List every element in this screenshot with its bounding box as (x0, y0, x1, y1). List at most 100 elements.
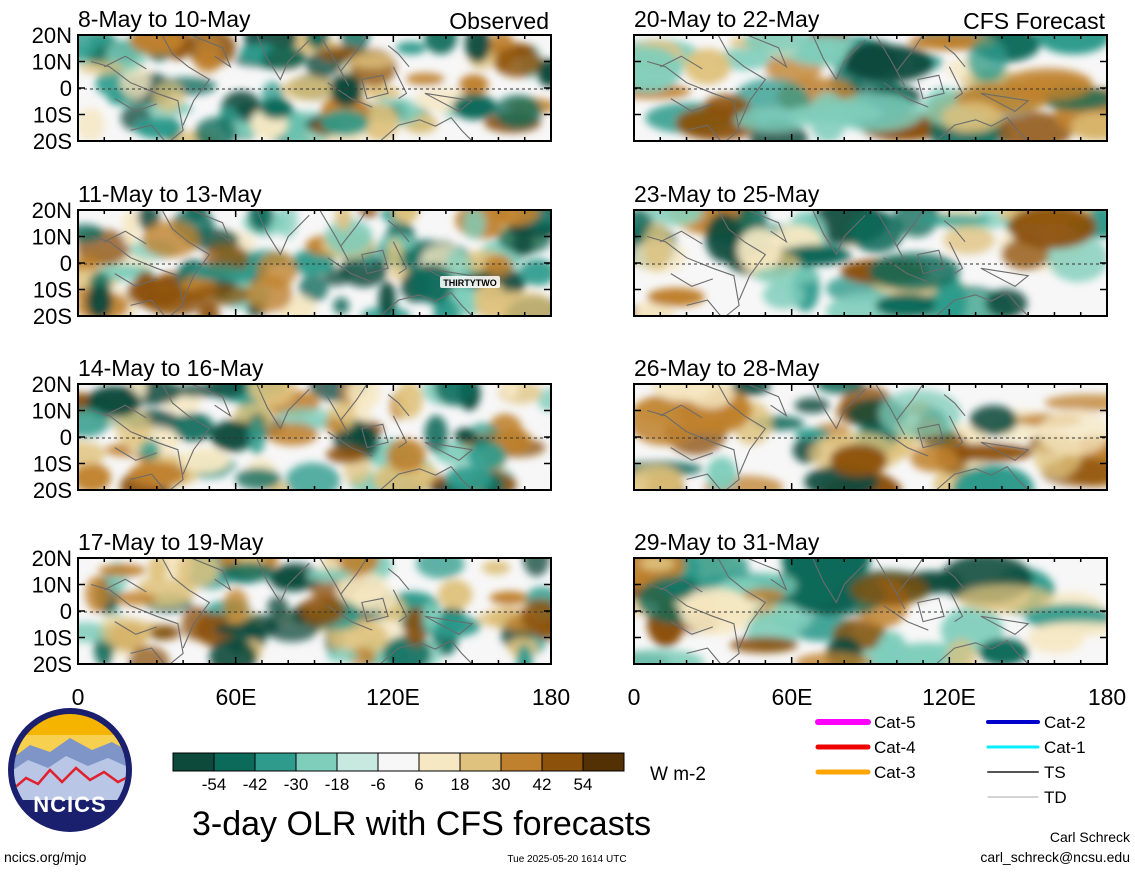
olr-map-panel: 23-May to 25-May (633, 181, 1108, 317)
colorbar-swatch (459, 752, 502, 772)
logo-text: NCICS (33, 792, 106, 817)
colorbar-swatch (336, 752, 379, 772)
colorbar-tick-label: -6 (370, 775, 385, 794)
lat-label: 10S (33, 626, 72, 651)
colorbar: -54 -42 -30 -18 -6 6 18 30 42 54 (172, 752, 625, 794)
panel-date-title: 14-May to 16-May (78, 355, 264, 381)
colorbar-swatch (213, 752, 256, 772)
colorbar-tick-label: -54 (202, 775, 227, 794)
olr-map-panel: 8-May to 10-May Observed (77, 6, 552, 142)
forecast-panels: 20-May to 22-May CFS Forecast 23-May to 25… (633, 6, 1108, 665)
svg-text:Cat-5: Cat-5 (874, 713, 916, 732)
lat-label: 10S (33, 103, 72, 128)
lon-label-180: 180 (532, 684, 570, 710)
coastlines (646, 35, 1030, 141)
storm-legend-item: Cat-5 (815, 713, 916, 732)
storm-legend-item: Cat-2 (986, 713, 1086, 732)
olr-anomaly-field (634, 35, 1107, 141)
svg-text:TD: TD (1044, 788, 1067, 807)
url-text: ncics.org/mjo (4, 849, 87, 865)
lat-label: 20N (32, 546, 72, 571)
storm-legend-item: Cat-3 (815, 763, 916, 782)
panel-date-title: 20-May to 22-May (634, 6, 820, 32)
colorbar-tick-label: -18 (325, 775, 350, 794)
colorbar-tick-label: -30 (284, 775, 309, 794)
panel-date-title: 26-May to 28-May (634, 355, 820, 381)
coastlines (646, 384, 1030, 490)
olr-map-panel: 11-May to 13-May THIRTYTWO (77, 181, 552, 317)
coastlines (90, 384, 474, 490)
lat-label: 10S (33, 278, 72, 303)
lat-label: 10S (33, 452, 72, 477)
olr-anomaly-field (78, 210, 551, 316)
olr-anomaly-field (78, 558, 551, 664)
colorbar-swatch (541, 752, 584, 772)
lat-label: 10N (32, 573, 72, 598)
storm-track-label: THIRTYTWO (440, 276, 500, 288)
timestamp: Tue 2025-05-20 1614 UTC (507, 854, 626, 865)
colorbar-swatch (295, 752, 338, 772)
lon-label-0: 0 (628, 684, 641, 710)
panel-date-title: 29-May to 31-May (634, 529, 820, 555)
storm-legend-item: Cat-4 (815, 738, 916, 757)
author-name: Carl Schreck (1050, 829, 1131, 845)
lon-label-0: 0 (72, 684, 85, 710)
colorbar-units: W m-2 (650, 764, 706, 785)
olr-anomaly-field (78, 35, 551, 141)
svg-text:Cat-1: Cat-1 (1044, 738, 1086, 757)
lon-label-120e: 120E (366, 684, 420, 710)
lat-label: 20N (32, 198, 72, 223)
olr-anomaly-field (634, 558, 1107, 664)
svg-text:Cat-3: Cat-3 (874, 763, 916, 782)
lat-label: 10N (32, 225, 72, 250)
colorbar-tick-label: 18 (451, 775, 470, 794)
lat-label: 20N (32, 372, 72, 397)
colorbar-swatch (254, 752, 297, 772)
coastlines (90, 35, 474, 141)
lat-label: 20S (33, 304, 72, 329)
colorbar-tick-label: 42 (533, 775, 552, 794)
lat-label: 0 (60, 76, 72, 101)
colorbar-swatch (500, 752, 543, 772)
longitude-axis-right: 0 60E 120E 180 (628, 684, 1127, 710)
olr-map-panel: 29-May to 31-May (633, 529, 1108, 665)
olr-map-panel: 17-May to 19-May (77, 529, 552, 665)
olr-map-panel: 26-May to 28-May (633, 355, 1108, 491)
lat-label: 0 (60, 599, 72, 624)
panel-type-tag: Observed (449, 8, 549, 34)
colorbar-tick-label: 54 (574, 775, 593, 794)
panel-type-tag: CFS Forecast (963, 8, 1105, 34)
figure-title: 3-day OLR with CFS forecasts (192, 805, 651, 843)
lon-label-120e: 120E (922, 684, 976, 710)
panel-date-title: 8-May to 10-May (78, 6, 251, 32)
storm-legend-item: TD (987, 788, 1067, 807)
coastlines (90, 210, 474, 316)
lat-label: 20S (33, 652, 72, 677)
lat-label: 20N (32, 23, 72, 48)
olr-anomaly-field (78, 384, 551, 490)
latitude-axis: 20N10N010S20S20N10N010S20S20N10N010S20S2… (32, 23, 72, 677)
colorbar-swatch (582, 752, 625, 772)
colorbar-tick-label: 6 (414, 775, 423, 794)
panel-date-title: 11-May to 13-May (78, 181, 262, 207)
lat-label: 20S (33, 478, 72, 503)
lat-label: 10N (32, 50, 72, 75)
svg-text:TS: TS (1044, 763, 1066, 782)
storm-category-legend: Cat-5 Cat-4 Cat-3 Cat-2 Cat-1 TS TD (815, 713, 1086, 807)
storm-legend-item: Cat-1 (986, 738, 1086, 757)
lat-label: 0 (60, 425, 72, 450)
coastlines (90, 558, 474, 664)
longitude-axis-left: 0 60E 120E 180 (72, 684, 571, 710)
olr-map-panel: 20-May to 22-May CFS Forecast (633, 6, 1108, 142)
observed-panels: 8-May to 10-May Observed 11-May to 13-May T… (77, 6, 552, 665)
coastlines (646, 210, 1030, 316)
olr-anomaly-field (634, 210, 1107, 316)
svg-text:Cat-2: Cat-2 (1044, 713, 1086, 732)
svg-text:THIRTYTWO: THIRTYTWO (443, 278, 497, 288)
colorbar-swatch (377, 752, 420, 772)
colorbar-tick-label: 30 (492, 775, 511, 794)
lon-label-60e: 60E (216, 684, 257, 710)
ncics-logo: NCICS (8, 708, 132, 832)
lon-label-180: 180 (1088, 684, 1126, 710)
